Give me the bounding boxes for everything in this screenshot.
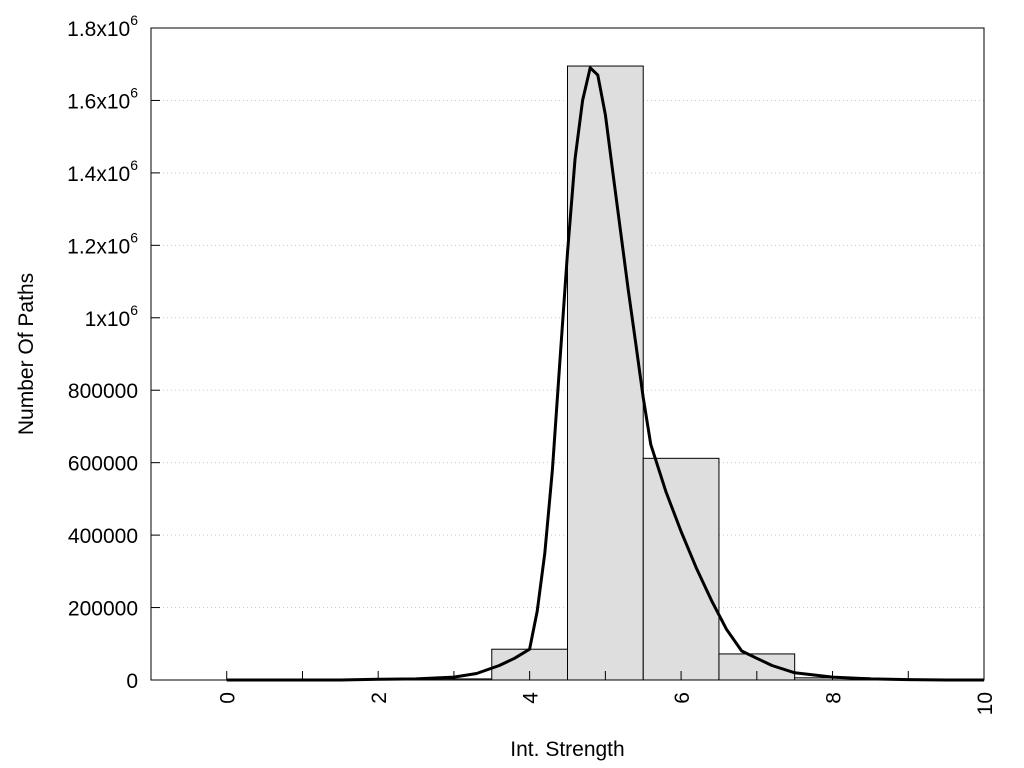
bar-6 (642, 457, 720, 681)
bars (415, 65, 871, 681)
plot-frame (150, 27, 985, 681)
y-tick-label: 0 (126, 670, 138, 693)
y-tick-label: 1.6x106 (67, 84, 138, 113)
x-tick-labels: 0 2 4 6 8 10 (217, 692, 997, 716)
bar-5 (567, 65, 644, 681)
y-tick-label: 200000 (68, 598, 138, 621)
x-tick-label: 2 (368, 692, 391, 704)
x-axis-title: Int. Strength (510, 738, 624, 761)
y-tick-label: 1.2x106 (67, 229, 138, 258)
x-tick-label: 6 (671, 692, 694, 704)
y-tick-label: 800000 (68, 380, 138, 403)
y-tick-label: 400000 (68, 525, 138, 548)
y-tick-label: 1.8x106 (67, 12, 138, 41)
fit-curve (226, 66, 984, 682)
y-tick-labels: 0 200000 400000 600000 800000 1x106 1.2x106 1.4… (67, 12, 138, 693)
x-tick-label: 0 (217, 692, 240, 704)
x-tick-label: 8 (823, 692, 846, 704)
y-axis-title: Number Of Paths (15, 273, 38, 435)
x-tick-label: 4 (520, 692, 543, 704)
y-tick-label: 1x106 (85, 302, 139, 331)
y-tick-label: 1.4x106 (67, 157, 138, 186)
x-tick-label: 10 (974, 692, 997, 715)
y-tick-label: 600000 (68, 453, 138, 476)
